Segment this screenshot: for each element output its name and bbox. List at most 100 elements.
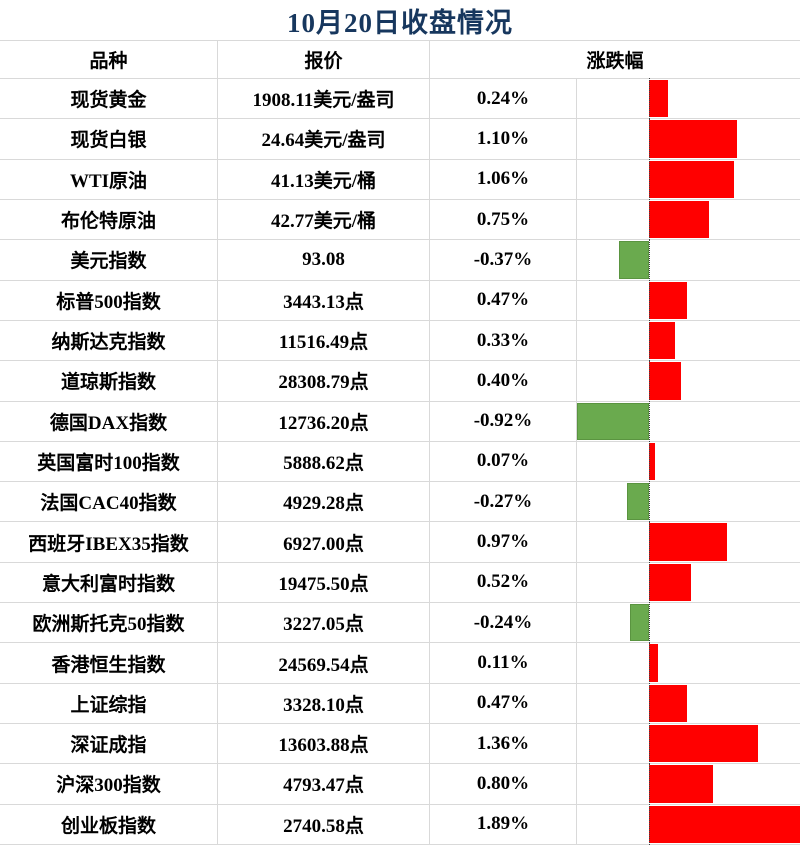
instrument-cell: 布伦特原油: [0, 199, 218, 240]
table-row: 欧洲斯托克50指数 3227.05点 -0.24%: [0, 602, 800, 644]
quote-cell: 1908.11美元/盎司: [218, 79, 430, 119]
instrument-cell: 欧洲斯托克50指数: [0, 603, 218, 643]
quote-cell: 41.13美元/桶: [218, 159, 430, 199]
instrument-cell: 德国DAX指数: [0, 401, 218, 441]
change-percent-cell: 0.52%: [430, 562, 577, 603]
table-row: 沪深300指数 4793.47点 0.80%: [0, 763, 800, 805]
zero-axis-line: [649, 682, 650, 724]
quote-cell: 12736.20点: [218, 401, 430, 441]
change-percent-cell: -0.37%: [430, 240, 577, 280]
positive-change-bar: [649, 523, 727, 561]
positive-change-bar: [649, 725, 758, 763]
table-row: 布伦特原油 42.77美元/桶 0.75%: [0, 198, 800, 241]
table-row: 纳斯达克指数 11516.49点 0.33%: [0, 319, 800, 362]
change-percent-cell: 0.07%: [430, 441, 577, 482]
change-percent-cell: 0.11%: [430, 643, 577, 683]
table-row: 意大利富时指数 19475.50点 0.52%: [0, 561, 800, 604]
quote-cell: 93.08: [218, 240, 430, 280]
instrument-cell: WTI原油: [0, 159, 218, 199]
quote-cell: 24569.54点: [218, 643, 430, 683]
change-bar-cell: [577, 602, 800, 644]
quote-cell: 19475.50点: [218, 562, 430, 603]
change-percent-cell: -0.27%: [430, 482, 577, 522]
change-bar-cell: [577, 481, 800, 523]
zero-axis-line: [649, 763, 650, 805]
quote-cell: 4793.47点: [218, 764, 430, 804]
positive-change-bar: [649, 160, 734, 198]
positive-change-bar: [649, 321, 676, 360]
quote-cell: 28308.79点: [218, 361, 430, 401]
instrument-cell: 美元指数: [0, 240, 218, 280]
zero-axis-line: [649, 803, 650, 845]
quote-cell: 6927.00点: [218, 522, 430, 562]
positive-change-bar: [649, 684, 687, 722]
table-row: 英国富时100指数 5888.62点 0.07%: [0, 440, 800, 483]
instrument-cell: 沪深300指数: [0, 764, 218, 804]
positive-change-bar: [649, 362, 681, 400]
change-bar-cell: [577, 198, 800, 241]
positive-change-bar: [649, 563, 691, 602]
change-bar-cell: [577, 279, 800, 321]
negative-change-bar: [577, 402, 649, 440]
change-percent-cell: 1.36%: [430, 724, 577, 764]
quote-cell: 3227.05点: [218, 603, 430, 643]
positive-change-bar: [649, 120, 737, 158]
change-bar-cell: [577, 723, 800, 765]
zero-axis-line: [649, 279, 650, 321]
change-bar-cell: [577, 78, 800, 120]
positive-change-bar: [649, 765, 713, 803]
instrument-cell: 意大利富时指数: [0, 562, 218, 603]
change-percent-cell: 1.10%: [430, 119, 577, 159]
table-row: 法国CAC40指数 4929.28点 -0.27%: [0, 481, 800, 523]
instrument-cell: 香港恒生指数: [0, 643, 218, 683]
zero-axis-line: [649, 360, 650, 402]
change-bar-cell: [577, 319, 800, 362]
instrument-cell: 英国富时100指数: [0, 441, 218, 482]
zero-axis-line: [649, 158, 650, 200]
change-percent-cell: 0.47%: [430, 683, 577, 723]
zero-axis-line: [649, 481, 650, 523]
change-bar-cell: [577, 642, 800, 684]
change-percent-cell: 0.33%: [430, 320, 577, 361]
quote-cell: 13603.88点: [218, 724, 430, 764]
quote-cell: 3443.13点: [218, 280, 430, 320]
change-bar-cell: [577, 400, 800, 442]
change-percent-cell: 0.47%: [430, 280, 577, 320]
quote-cell: 3328.10点: [218, 683, 430, 723]
change-bar-cell: [577, 440, 800, 483]
table-row: 道琼斯指数 28308.79点 0.40%: [0, 360, 800, 402]
positive-change-bar: [649, 200, 709, 239]
change-percent-cell: 0.24%: [430, 79, 577, 119]
table-row: 美元指数 93.08 -0.37%: [0, 239, 800, 281]
zero-axis-line: [649, 198, 650, 241]
quote-cell: 4929.28点: [218, 482, 430, 522]
instrument-cell: 道琼斯指数: [0, 361, 218, 401]
change-percent-cell: 0.97%: [430, 522, 577, 562]
table-row: WTI原油 41.13美元/桶 1.06%: [0, 158, 800, 200]
zero-axis-line: [649, 642, 650, 684]
zero-axis-line: [649, 78, 650, 120]
change-bar-cell: [577, 158, 800, 200]
table-row: 现货黄金 1908.11美元/盎司 0.24%: [0, 78, 800, 120]
table-body: 现货黄金 1908.11美元/盎司 0.24% 现货白银 24.64美元/盎司 1.10%…: [0, 78, 800, 845]
positive-change-bar: [649, 80, 669, 118]
quote-cell: 2740.58点: [218, 804, 430, 844]
change-percent-cell: 0.75%: [430, 199, 577, 240]
instrument-cell: 纳斯达克指数: [0, 320, 218, 361]
change-percent-cell: -0.24%: [430, 603, 577, 643]
header-quote: 报价: [218, 41, 430, 78]
table-header: 品种 报价 涨跌幅: [0, 40, 800, 79]
header-change: 涨跌幅: [586, 51, 644, 72]
table-row: 德国DAX指数 12736.20点 -0.92%: [0, 400, 800, 442]
zero-axis-line: [649, 723, 650, 765]
change-bar-cell: [577, 521, 800, 563]
negative-change-bar: [619, 241, 649, 279]
change-percent-cell: 0.80%: [430, 764, 577, 804]
table-row: 标普500指数 3443.13点 0.47%: [0, 279, 800, 321]
header-instrument: 品种: [0, 41, 218, 78]
table-row: 香港恒生指数 24569.54点 0.11%: [0, 642, 800, 684]
table-row: 上证综指 3328.10点 0.47%: [0, 682, 800, 724]
negative-change-bar: [627, 483, 649, 521]
positive-change-bar: [649, 281, 687, 319]
